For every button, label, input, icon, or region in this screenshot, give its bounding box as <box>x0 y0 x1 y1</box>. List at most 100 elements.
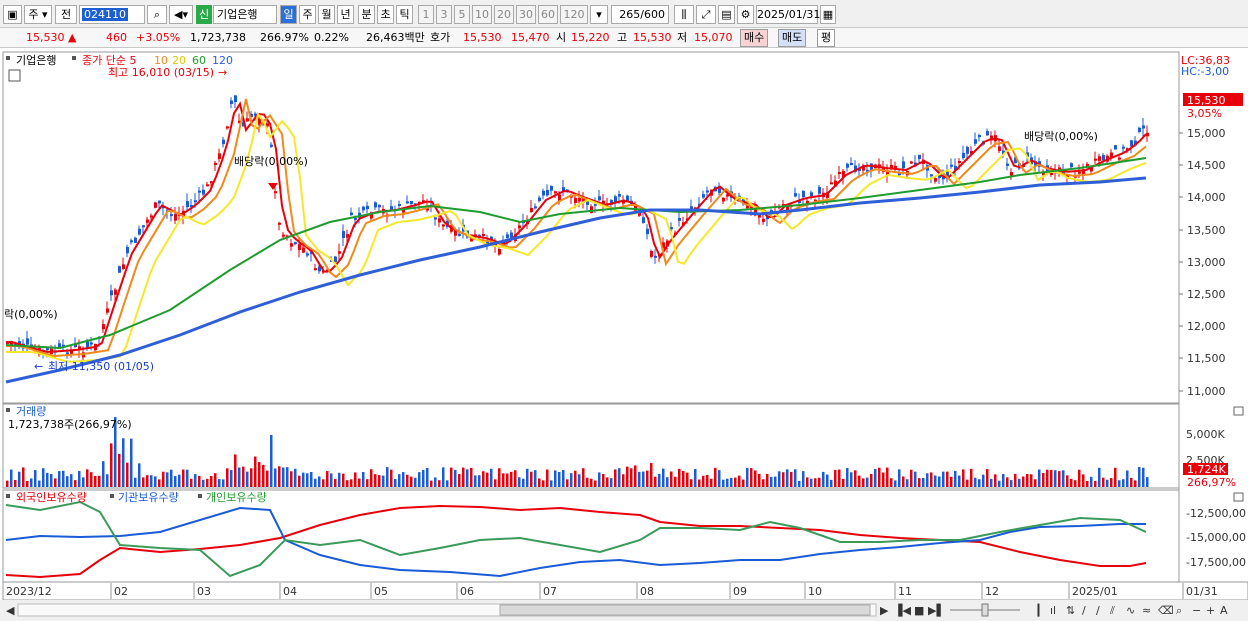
tab-month[interactable]: 월 <box>318 5 335 24</box>
zoom-out-icon[interactable]: − <box>1192 604 1201 617</box>
candle-body <box>810 192 813 197</box>
volume-bar <box>254 456 257 487</box>
sell-button[interactable]: 매도 <box>778 29 807 47</box>
interval-20[interactable]: 20 <box>494 5 514 24</box>
speaker-icon[interactable]: ◀▾ <box>169 5 193 24</box>
volume-bar <box>834 469 837 487</box>
candle-body <box>142 225 145 228</box>
interval-60[interactable]: 60 <box>538 5 558 24</box>
go-first-icon[interactable]: ▐◀ <box>894 603 911 617</box>
interval-1[interactable]: 1 <box>418 5 434 24</box>
volume-bar <box>810 478 813 487</box>
volume-bar <box>66 476 69 487</box>
candle-body <box>1110 152 1113 158</box>
volume-bar <box>694 469 697 487</box>
bar-type-icon[interactable]: ıl <box>1050 604 1056 617</box>
channel-tool-icon[interactable]: ⫽ <box>1109 604 1115 617</box>
scroll-right-icon[interactable]: ▶ <box>880 604 889 617</box>
interval-dropdown-icon[interactable]: ▾ <box>590 5 608 24</box>
draw-tool-icon[interactable]: ⤢ <box>696 5 716 24</box>
candle-body <box>110 290 113 296</box>
tab-year[interactable]: 년 <box>337 5 354 24</box>
candle-body <box>954 165 957 171</box>
count-field[interactable]: 265/600 <box>611 5 669 24</box>
eraser-icon[interactable]: ⌫ <box>1158 604 1174 617</box>
candle-body <box>346 234 349 238</box>
chart-type-icon[interactable]: ⫼ <box>674 5 694 24</box>
volume-bar <box>238 467 241 487</box>
volume-bar <box>502 473 505 487</box>
volume-bar <box>910 469 913 487</box>
prev-button[interactable]: 전 <box>55 5 77 24</box>
interval-10[interactable]: 10 <box>472 5 492 24</box>
holding-close-icon[interactable] <box>1233 492 1244 502</box>
volume-bar <box>1026 474 1029 487</box>
tab-day[interactable]: 일 <box>280 5 297 24</box>
legend-box-icon <box>6 56 10 60</box>
volume-tag-text: 1,724K <box>1187 463 1226 476</box>
grid-toggle-icon[interactable] <box>8 69 21 82</box>
interval-30[interactable]: 30 <box>516 5 536 24</box>
candle-body <box>998 146 1001 152</box>
gear-icon[interactable]: ⚙ <box>737 5 754 24</box>
stock-code-input[interactable]: 024110 <box>79 5 145 24</box>
bar-width-icon[interactable]: ▕▏ <box>1030 603 1047 617</box>
candle-body <box>150 215 153 218</box>
wave-tool-icon[interactable]: ≈ <box>1142 604 1151 617</box>
lc-label: LC:36,83 <box>1181 54 1230 67</box>
scroll-left-icon[interactable]: ◀ <box>6 604 15 617</box>
text-tool-icon[interactable]: A <box>1220 604 1228 617</box>
tab-tick[interactable]: 틱 <box>396 5 413 24</box>
zoom-slider-handle[interactable] <box>981 603 989 617</box>
candle-body <box>794 193 797 197</box>
tab-second[interactable]: 초 <box>377 5 394 24</box>
eval-button[interactable]: 평 <box>817 29 836 47</box>
volume-bar <box>146 475 149 487</box>
ask-label: 호가 <box>430 31 451 44</box>
buy-button[interactable]: 매수 <box>740 29 769 47</box>
volume-bar <box>222 479 225 487</box>
stock-name-field[interactable]: 기업은행 <box>213 5 277 24</box>
volume-bar <box>330 473 333 487</box>
tab-week[interactable]: 주 <box>299 5 316 24</box>
scroll-thumb[interactable] <box>499 604 871 616</box>
go-last-icon[interactable]: ▶▌ <box>928 603 945 617</box>
search-icon[interactable]: ⌕ <box>147 5 167 24</box>
legend-ma20: 20 <box>172 54 186 67</box>
chart-area[interactable]: 기업은행 종가 단순 5 10 20 60 120 최고 16,010 (03/… <box>0 48 1248 621</box>
compare-icon[interactable]: ⇅ <box>1066 604 1075 617</box>
tab-minute[interactable]: 분 <box>358 5 375 24</box>
dividend-marker-icon <box>268 183 278 190</box>
line-tool-icon[interactable]: ∕ <box>1096 604 1100 617</box>
interval-120[interactable]: 120 <box>560 5 588 24</box>
x-tick-label: 07 <box>543 585 557 598</box>
date-field[interactable]: 2025/01/31 <box>756 5 820 24</box>
volume-bar <box>854 470 857 487</box>
candle-body <box>274 191 277 194</box>
volume-close-icon[interactable] <box>1233 406 1244 416</box>
volume-bar <box>990 478 993 487</box>
candle-body <box>270 144 273 147</box>
candle-body <box>842 170 845 178</box>
volume-bar <box>206 478 209 487</box>
vol-tick-1: 5,000K <box>1186 428 1225 441</box>
fib-tool-icon[interactable]: ∿ <box>1126 604 1135 617</box>
volume-bar <box>350 479 353 487</box>
interval-5[interactable]: 5 <box>454 5 470 24</box>
foreign-line <box>5 504 1147 579</box>
trend-tool-icon[interactable]: / <box>1082 604 1086 617</box>
ma60-line <box>5 157 1147 350</box>
calendar-icon[interactable]: ▦ <box>820 5 836 24</box>
volume-bar <box>410 476 413 487</box>
stop-icon[interactable]: ■ <box>914 604 924 617</box>
turnover-rate: 0.22% <box>314 31 349 44</box>
volume-bar <box>78 471 81 487</box>
interval-3[interactable]: 3 <box>436 5 452 24</box>
window-icon[interactable]: ▣ <box>3 5 22 24</box>
candle-body <box>610 200 613 205</box>
zoom-in-icon[interactable]: + <box>1206 604 1215 617</box>
period-select[interactable]: 주 ▾ <box>24 5 52 24</box>
candle-body <box>182 210 185 218</box>
save-icon[interactable]: ▤ <box>718 5 735 24</box>
zoom-search-icon[interactable]: ⌕ <box>1176 604 1182 617</box>
